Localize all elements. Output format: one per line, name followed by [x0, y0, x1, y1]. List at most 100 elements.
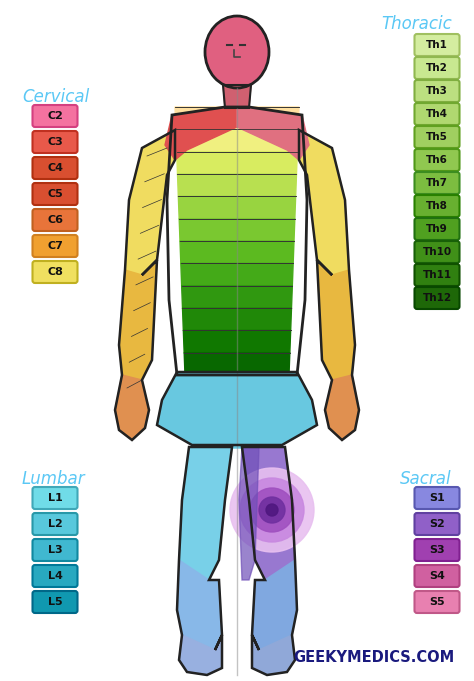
Polygon shape: [252, 560, 297, 650]
Polygon shape: [179, 447, 232, 580]
Text: S3: S3: [429, 545, 445, 555]
FancyBboxPatch shape: [33, 131, 78, 153]
FancyBboxPatch shape: [414, 241, 459, 263]
Circle shape: [230, 468, 314, 552]
Polygon shape: [179, 219, 237, 241]
Polygon shape: [237, 129, 298, 152]
Polygon shape: [115, 375, 149, 440]
Text: Th2: Th2: [426, 63, 448, 73]
Polygon shape: [237, 107, 309, 160]
FancyBboxPatch shape: [414, 539, 459, 561]
FancyBboxPatch shape: [414, 126, 459, 148]
Polygon shape: [325, 375, 359, 440]
Polygon shape: [252, 635, 295, 675]
FancyBboxPatch shape: [33, 513, 78, 535]
Polygon shape: [184, 353, 237, 375]
Circle shape: [266, 504, 278, 516]
Polygon shape: [237, 152, 297, 174]
Text: Thoracic: Thoracic: [381, 15, 452, 33]
FancyBboxPatch shape: [33, 235, 78, 257]
Text: Cervical: Cervical: [22, 88, 89, 106]
Text: Lumbar: Lumbar: [22, 470, 86, 488]
FancyBboxPatch shape: [33, 487, 78, 509]
Text: S4: S4: [429, 571, 445, 581]
FancyBboxPatch shape: [414, 195, 459, 217]
Polygon shape: [223, 85, 251, 108]
Polygon shape: [237, 174, 297, 196]
Polygon shape: [125, 130, 175, 275]
Polygon shape: [183, 330, 237, 353]
FancyBboxPatch shape: [414, 565, 459, 587]
Text: C2: C2: [47, 111, 63, 121]
Polygon shape: [180, 241, 237, 264]
Polygon shape: [178, 196, 237, 219]
Text: C8: C8: [47, 267, 63, 277]
Text: L2: L2: [47, 519, 63, 529]
FancyBboxPatch shape: [414, 591, 459, 613]
Text: Th10: Th10: [422, 247, 452, 257]
FancyBboxPatch shape: [33, 183, 78, 205]
Polygon shape: [182, 285, 237, 308]
Text: S5: S5: [429, 597, 445, 607]
Polygon shape: [239, 447, 259, 580]
Polygon shape: [157, 372, 317, 448]
Text: Th1: Th1: [426, 40, 448, 50]
Polygon shape: [237, 264, 293, 285]
Polygon shape: [176, 129, 237, 152]
FancyBboxPatch shape: [33, 209, 78, 231]
Text: C6: C6: [47, 215, 63, 225]
Text: Th11: Th11: [422, 270, 452, 280]
Polygon shape: [299, 130, 349, 275]
Text: GEEKYMEDICS.COM: GEEKYMEDICS.COM: [294, 650, 455, 665]
Polygon shape: [237, 219, 295, 241]
Ellipse shape: [205, 16, 269, 88]
Text: S2: S2: [429, 519, 445, 529]
FancyBboxPatch shape: [414, 57, 459, 79]
FancyBboxPatch shape: [414, 218, 459, 240]
Text: C7: C7: [47, 241, 63, 251]
Polygon shape: [179, 635, 222, 675]
Polygon shape: [177, 560, 222, 650]
Text: Th7: Th7: [426, 178, 448, 188]
FancyBboxPatch shape: [414, 172, 459, 194]
FancyBboxPatch shape: [33, 105, 78, 127]
Polygon shape: [165, 107, 237, 160]
Text: S1: S1: [429, 493, 445, 503]
Polygon shape: [175, 107, 237, 129]
Polygon shape: [181, 264, 237, 285]
Polygon shape: [237, 196, 296, 219]
Polygon shape: [237, 353, 290, 375]
Polygon shape: [237, 107, 299, 129]
Text: Sacral: Sacral: [401, 470, 452, 488]
FancyBboxPatch shape: [414, 264, 459, 286]
Polygon shape: [237, 241, 294, 264]
Text: C3: C3: [47, 137, 63, 147]
FancyBboxPatch shape: [33, 565, 78, 587]
Circle shape: [250, 488, 294, 532]
Text: C5: C5: [47, 189, 63, 199]
Text: L5: L5: [48, 597, 62, 607]
Polygon shape: [237, 285, 292, 308]
FancyBboxPatch shape: [414, 80, 459, 102]
Text: L1: L1: [47, 493, 63, 503]
FancyBboxPatch shape: [414, 487, 459, 509]
Polygon shape: [237, 308, 292, 330]
FancyBboxPatch shape: [414, 287, 459, 309]
Polygon shape: [182, 308, 237, 330]
Polygon shape: [177, 152, 237, 174]
Polygon shape: [237, 330, 291, 353]
FancyBboxPatch shape: [33, 157, 78, 179]
Text: L3: L3: [48, 545, 62, 555]
Circle shape: [240, 478, 304, 542]
FancyBboxPatch shape: [414, 34, 459, 56]
Circle shape: [259, 497, 285, 523]
FancyBboxPatch shape: [33, 261, 78, 283]
Text: Th5: Th5: [426, 132, 448, 142]
Polygon shape: [242, 447, 295, 580]
Text: Th8: Th8: [426, 201, 448, 211]
FancyBboxPatch shape: [414, 149, 459, 171]
FancyBboxPatch shape: [33, 591, 78, 613]
Text: C4: C4: [47, 163, 63, 173]
Text: Th4: Th4: [426, 109, 448, 119]
Text: Th6: Th6: [426, 155, 448, 165]
